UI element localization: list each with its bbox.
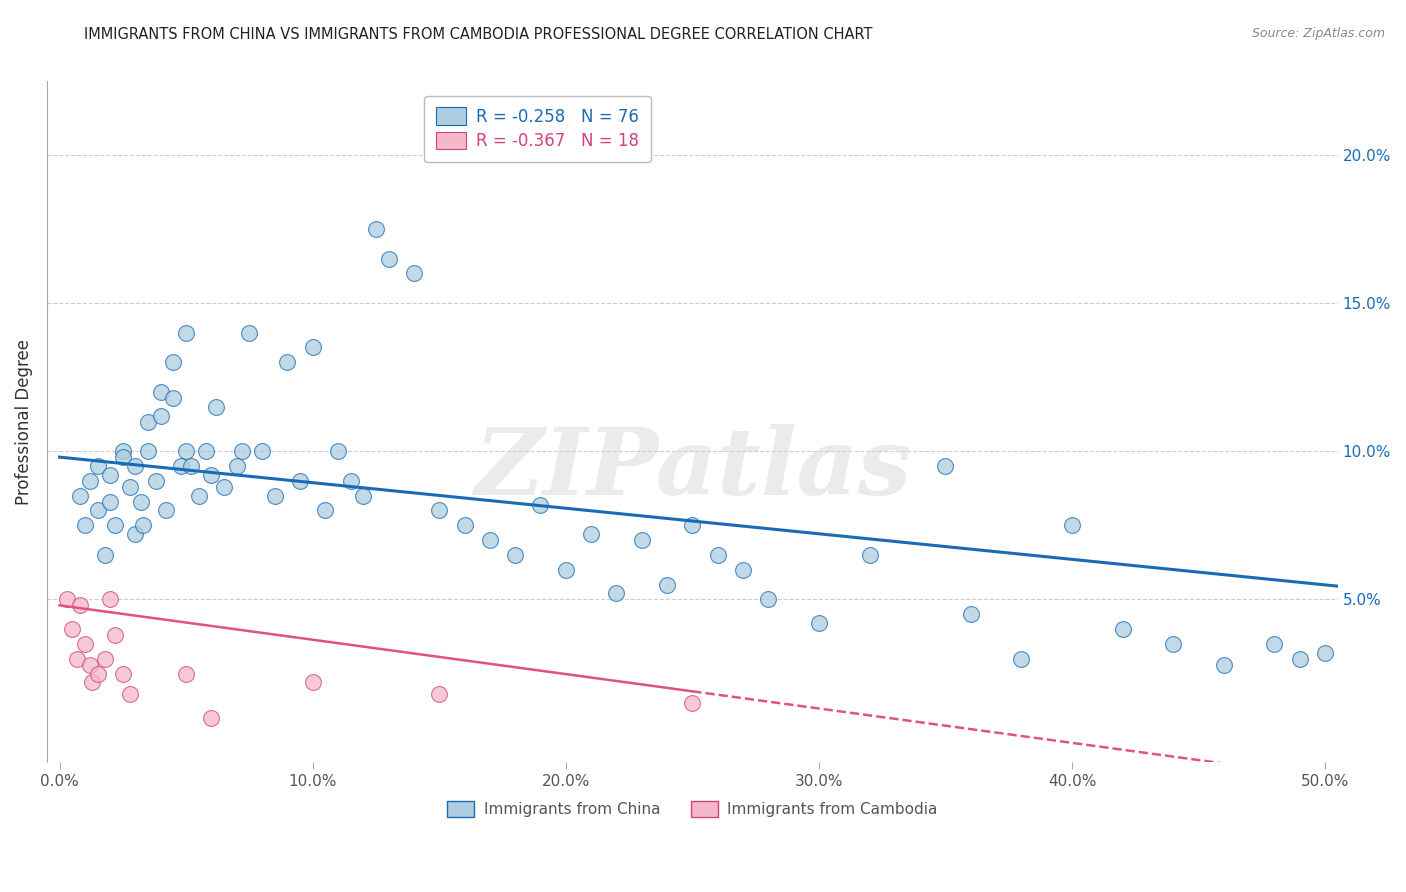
Point <box>1111 622 1133 636</box>
Point <box>170 458 193 473</box>
Point <box>98 467 121 482</box>
Point <box>276 355 298 369</box>
Point <box>86 503 108 517</box>
Point <box>129 494 152 508</box>
Point <box>111 450 134 464</box>
Point <box>858 548 880 562</box>
Point <box>174 444 197 458</box>
Point <box>1161 637 1184 651</box>
Point <box>149 384 172 399</box>
Point <box>136 415 159 429</box>
Point <box>402 266 425 280</box>
Point <box>66 651 89 665</box>
Point <box>124 527 146 541</box>
Point <box>205 400 228 414</box>
Point <box>79 474 101 488</box>
Point <box>1288 651 1310 665</box>
Point <box>162 391 184 405</box>
Point <box>187 489 209 503</box>
Point <box>807 616 830 631</box>
Legend: Immigrants from China, Immigrants from Cambodia: Immigrants from China, Immigrants from C… <box>441 795 943 823</box>
Point <box>250 444 273 458</box>
Point <box>706 548 728 562</box>
Point <box>934 458 956 473</box>
Point <box>174 666 197 681</box>
Point <box>120 480 142 494</box>
Point <box>212 480 235 494</box>
Point <box>174 326 197 340</box>
Point <box>326 444 349 458</box>
Point <box>503 548 526 562</box>
Point <box>605 586 627 600</box>
Point <box>453 518 475 533</box>
Point <box>60 622 83 636</box>
Point <box>352 489 374 503</box>
Point <box>377 252 399 266</box>
Point <box>155 503 177 517</box>
Point <box>149 409 172 423</box>
Point <box>263 489 285 503</box>
Point <box>630 533 652 548</box>
Point <box>124 458 146 473</box>
Text: IMMIGRANTS FROM CHINA VS IMMIGRANTS FROM CAMBODIA PROFESSIONAL DEGREE CORRELATIO: IMMIGRANTS FROM CHINA VS IMMIGRANTS FROM… <box>84 27 873 42</box>
Point <box>145 474 167 488</box>
Point <box>104 628 127 642</box>
Point <box>1060 518 1083 533</box>
Text: ZIPatlas: ZIPatlas <box>474 425 911 515</box>
Point <box>56 592 79 607</box>
Point <box>132 518 155 533</box>
Point <box>162 355 184 369</box>
Point <box>427 687 450 701</box>
Point <box>225 458 247 473</box>
Point <box>238 326 260 340</box>
Point <box>655 577 678 591</box>
Point <box>200 711 222 725</box>
Point <box>73 518 96 533</box>
Y-axis label: Professional Degree: Professional Degree <box>15 339 32 505</box>
Point <box>86 666 108 681</box>
Point <box>681 518 703 533</box>
Point <box>82 675 104 690</box>
Point <box>1212 657 1234 672</box>
Point <box>86 458 108 473</box>
Point <box>301 675 323 690</box>
Point <box>288 474 311 488</box>
Point <box>120 687 142 701</box>
Point <box>180 458 202 473</box>
Point <box>364 222 387 236</box>
Point <box>136 444 159 458</box>
Point <box>98 592 121 607</box>
Point <box>195 444 218 458</box>
Point <box>681 696 703 710</box>
Point <box>959 607 981 622</box>
Point <box>231 444 253 458</box>
Point <box>1313 646 1336 660</box>
Point <box>73 637 96 651</box>
Point <box>104 518 127 533</box>
Point <box>427 503 450 517</box>
Point <box>200 467 222 482</box>
Point <box>478 533 501 548</box>
Point <box>1010 651 1032 665</box>
Point <box>111 444 134 458</box>
Point <box>94 651 117 665</box>
Point <box>731 563 754 577</box>
Point <box>554 563 576 577</box>
Point <box>111 666 134 681</box>
Text: Source: ZipAtlas.com: Source: ZipAtlas.com <box>1251 27 1385 40</box>
Point <box>1263 637 1285 651</box>
Point <box>339 474 361 488</box>
Point <box>314 503 336 517</box>
Point <box>94 548 117 562</box>
Point <box>301 341 323 355</box>
Point <box>756 592 779 607</box>
Point <box>69 489 91 503</box>
Point <box>579 527 602 541</box>
Point <box>79 657 101 672</box>
Point <box>98 494 121 508</box>
Point <box>529 498 551 512</box>
Point <box>69 599 91 613</box>
